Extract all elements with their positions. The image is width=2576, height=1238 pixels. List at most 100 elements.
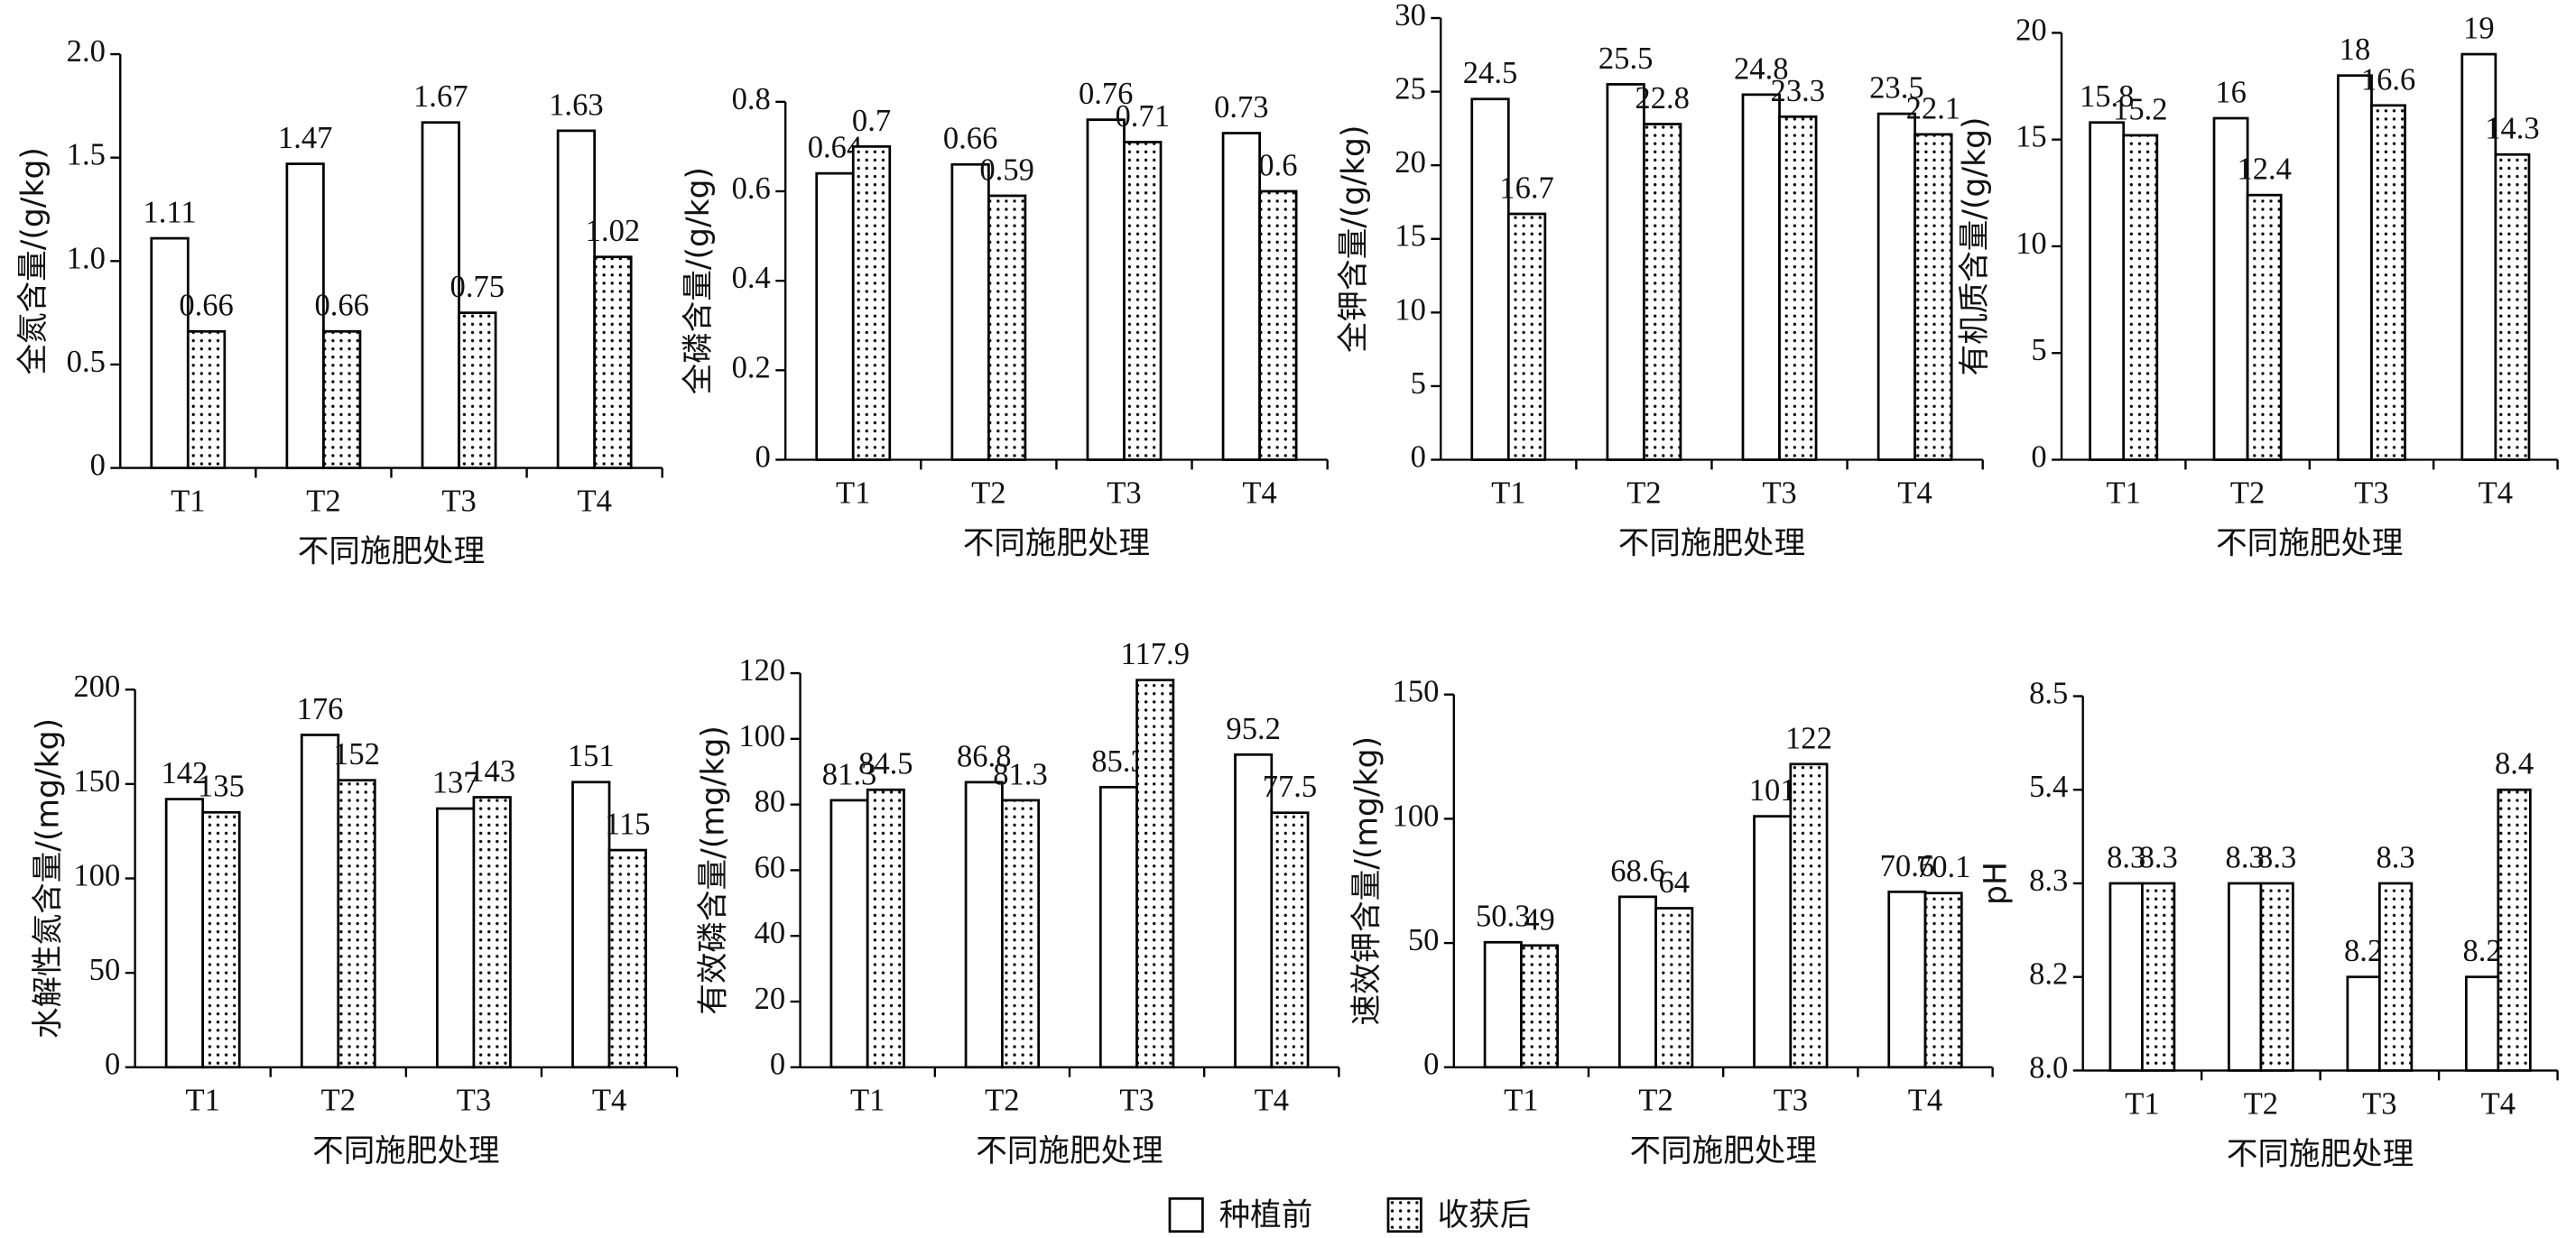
x-axis-label: 不同施肥处理 bbox=[2216, 526, 2403, 562]
y-tick-label: 20 bbox=[2015, 13, 2047, 47]
x-tick-label: T2 bbox=[1626, 476, 1661, 510]
value-label: 137 bbox=[432, 766, 479, 800]
chart: 0 50 100 150 T1 50.349 T2 68.664 T3 101 122 T4 70.67… bbox=[1349, 675, 1994, 1169]
x-tick-label: T2 bbox=[2230, 476, 2265, 510]
value-label: 14.3 bbox=[2485, 112, 2539, 146]
bar bbox=[950, 162, 990, 461]
x-tick-label: T3 bbox=[1107, 476, 1141, 510]
chart: 0 0.5 1.0 1.5 2.0 T1 1.11 0.66 T2 1.47 0.66 T3 1.67 0… bbox=[15, 34, 663, 570]
x-tick-label: T4 bbox=[577, 485, 611, 519]
y-tick-label: 8.0 bbox=[2029, 1050, 2068, 1085]
value-label: 24.5 bbox=[1463, 56, 1517, 90]
x-tick-label: T1 bbox=[850, 1084, 885, 1118]
value-label: 8.2 bbox=[2462, 934, 2501, 968]
chart: 020406080100120T181.384.5T286.881.3T385.… bbox=[695, 637, 1340, 1169]
value-label: 23.5 bbox=[1869, 71, 1923, 106]
x-tick-label: T1 bbox=[185, 1084, 219, 1118]
value-label: 1.02 bbox=[586, 214, 640, 248]
bar bbox=[1234, 753, 1274, 1069]
bar bbox=[571, 781, 611, 1069]
x-tick-label: T2 bbox=[321, 1084, 356, 1118]
y-tick-label: 50 bbox=[89, 953, 121, 987]
value-label: 18 bbox=[2340, 32, 2371, 67]
value-label: 176 bbox=[297, 692, 344, 726]
value-label: 0.76 bbox=[1079, 77, 1133, 111]
value-label: 8.3 bbox=[2226, 840, 2265, 874]
value-label: 86.8 bbox=[957, 739, 1011, 773]
legend-swatch bbox=[1168, 1196, 1204, 1233]
bar bbox=[556, 129, 597, 469]
bar bbox=[1001, 799, 1041, 1069]
y-tick-label: 2.0 bbox=[67, 34, 106, 69]
value-label: 1.11 bbox=[143, 196, 196, 230]
y-tick-label: 0 bbox=[770, 1048, 785, 1082]
x-tick-label: T1 bbox=[1504, 1084, 1538, 1118]
value-label: 0.66 bbox=[314, 289, 368, 323]
value-label: 0.6 bbox=[1258, 148, 1297, 182]
value-label: 8.3 bbox=[2257, 840, 2296, 874]
value-label: 0.59 bbox=[979, 152, 1033, 187]
y-tick-label: 1.0 bbox=[67, 241, 106, 275]
value-label: 25.5 bbox=[1598, 42, 1653, 76]
y-tick-label: 200 bbox=[73, 670, 120, 704]
x-tick-label: T2 bbox=[306, 485, 340, 519]
x-tick-label: T1 bbox=[1491, 476, 1525, 510]
value-label: 152 bbox=[333, 737, 380, 771]
y-tick-label: 20 bbox=[1395, 145, 1426, 180]
bar bbox=[285, 162, 325, 469]
bar bbox=[1654, 907, 1694, 1069]
value-label: 77.5 bbox=[1263, 770, 1317, 804]
legend-label: 收获后 bbox=[1438, 1197, 1532, 1233]
bar bbox=[1470, 97, 1510, 461]
bar bbox=[607, 848, 647, 1069]
value-label: 68.6 bbox=[1610, 854, 1664, 888]
bar bbox=[593, 255, 633, 469]
bar bbox=[829, 799, 869, 1069]
x-axis-label: 不同施肥处理 bbox=[312, 1133, 499, 1169]
y-tick-label: 80 bbox=[755, 785, 786, 819]
bar bbox=[300, 734, 340, 1069]
x-tick-label: T3 bbox=[457, 1084, 491, 1118]
value-label: 49 bbox=[1524, 902, 1555, 937]
value-label: 0.66 bbox=[179, 289, 233, 323]
bar bbox=[1643, 123, 1682, 461]
x-tick-label: T3 bbox=[441, 485, 476, 519]
y-tick-label: 5 bbox=[1411, 366, 1426, 401]
y-tick-label: 30 bbox=[1395, 0, 1426, 32]
value-label: 15.8 bbox=[2080, 79, 2134, 114]
value-label: 70.1 bbox=[1916, 850, 1970, 884]
value-label: 22.8 bbox=[1635, 81, 1689, 115]
y-tick-label: 1.5 bbox=[67, 138, 106, 172]
bar bbox=[2346, 975, 2381, 1072]
x-axis-label: 不同施肥处理 bbox=[1630, 1133, 1817, 1169]
bar bbox=[2259, 882, 2294, 1072]
value-label: 16 bbox=[2215, 75, 2247, 109]
bar bbox=[2089, 121, 2126, 461]
x-tick-label: T3 bbox=[1774, 1084, 1808, 1118]
bar bbox=[2497, 788, 2532, 1072]
x-tick-label: T3 bbox=[1119, 1084, 1154, 1118]
y-tick-label: 100 bbox=[73, 858, 120, 892]
value-label: 142 bbox=[161, 756, 208, 790]
chart: 8.08.28.35.48.5T18.38.3T28.38.3T38.28.3T… bbox=[1978, 676, 2559, 1173]
value-label: 95.2 bbox=[1226, 712, 1280, 746]
y-tick-label: 50 bbox=[1408, 923, 1440, 957]
bar bbox=[337, 779, 376, 1069]
value-label: 70.6 bbox=[1880, 849, 1934, 883]
value-label: 8.4 bbox=[2495, 747, 2534, 781]
y-tick-label: 0 bbox=[1423, 1048, 1439, 1082]
value-label: 8.3 bbox=[2139, 840, 2178, 874]
value-label: 1.47 bbox=[278, 121, 332, 155]
y-tick-label: 5.4 bbox=[2029, 770, 2068, 804]
bar bbox=[2370, 104, 2406, 461]
bar bbox=[1753, 815, 1793, 1069]
bar bbox=[472, 796, 512, 1069]
value-label: 0.73 bbox=[1214, 90, 1268, 125]
value-label: 0.75 bbox=[450, 270, 505, 304]
x-axis-label: 不同施肥处理 bbox=[1618, 526, 1805, 562]
y-tick-label: 0.2 bbox=[732, 350, 771, 384]
x-tick-label: T4 bbox=[1908, 1084, 1942, 1118]
